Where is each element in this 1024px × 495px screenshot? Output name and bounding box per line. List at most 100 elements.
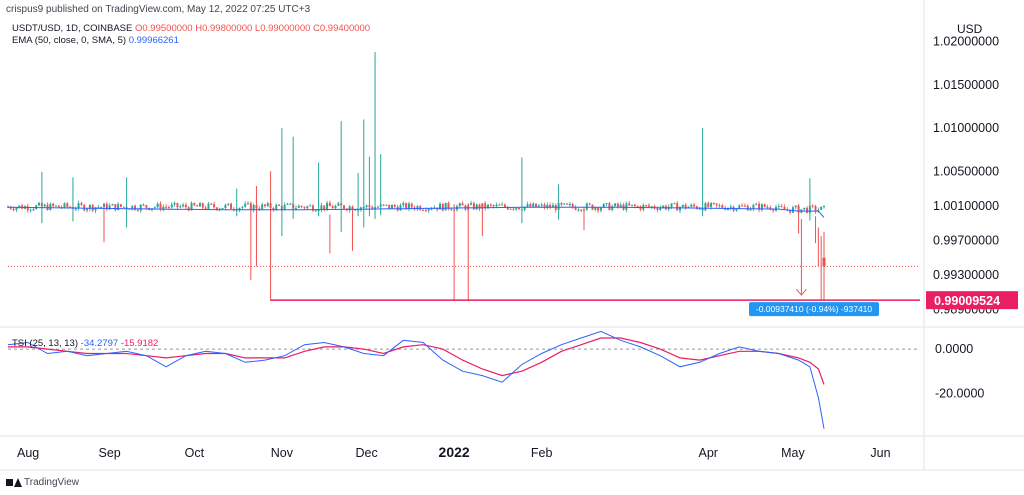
candle-body: [470, 203, 473, 205]
candle-body: [707, 203, 710, 207]
candle-body: [382, 204, 385, 206]
price-tick-label: 1.01500000: [933, 78, 999, 92]
candle-body: [823, 205, 825, 207]
candle-body: [693, 204, 696, 207]
candle-body: [645, 205, 648, 207]
price-tick-label: 0.99700000: [933, 233, 999, 247]
candle-body: [741, 205, 744, 207]
candle-body: [201, 203, 204, 208]
candle-body: [326, 202, 329, 210]
candle-body: [43, 204, 46, 207]
price-pane: -0.00937410 (-0.94%) -937410: [7, 51, 920, 317]
candle-body: [535, 203, 537, 207]
candle-body: [537, 205, 540, 207]
symbol-legend: USDT/USD, 1D, COINBASE O0.99500000 H0.99…: [12, 23, 370, 34]
candle-body: [94, 207, 97, 211]
candle-body: [616, 203, 619, 207]
candle-body: [66, 203, 69, 207]
candle-body: [416, 206, 419, 210]
candle-body: [224, 204, 227, 209]
ema-label: EMA (50, close, 0, SMA, 5): [12, 35, 127, 46]
candle-body: [159, 203, 162, 210]
candle-body: [410, 203, 413, 208]
candle-body: [543, 204, 546, 208]
candle-body: [32, 209, 35, 211]
candle-body: [633, 204, 636, 207]
candle-body: [495, 204, 498, 207]
candle-body: [128, 208, 131, 210]
candle-body: [275, 204, 278, 210]
candle-body: [193, 202, 196, 206]
currency-label[interactable]: USD: [955, 22, 985, 36]
candle-body: [204, 207, 207, 209]
candle-body: [458, 203, 461, 207]
candle-body: [529, 204, 532, 207]
candle-body: [712, 202, 715, 204]
candle-body: [263, 204, 266, 207]
candle-body: [752, 204, 755, 209]
candle-body: [136, 209, 139, 211]
candle-body: [489, 204, 492, 206]
candle-body: [365, 205, 368, 208]
tsi-signal-value: -15.9182: [120, 338, 159, 349]
candle-body: [297, 205, 300, 208]
candle-body: [314, 210, 317, 212]
candle-body: [337, 203, 340, 206]
candle-body: [190, 202, 193, 211]
candle-body: [252, 205, 255, 210]
candle-body: [26, 206, 29, 211]
candle-body: [272, 208, 275, 210]
candle-body: [631, 204, 633, 206]
candle-body: [461, 203, 464, 206]
candle-body: [628, 203, 631, 206]
candle-body: [407, 203, 410, 209]
candle-body: [286, 203, 289, 205]
candle-body: [371, 207, 374, 209]
candle-body: [549, 204, 552, 208]
candle-body: [422, 209, 425, 211]
candle-body: [343, 205, 345, 209]
time-tick-label: Aug: [17, 446, 39, 460]
candle-body: [777, 205, 780, 207]
candle-body: [139, 204, 142, 211]
candle-body: [77, 203, 80, 209]
candle-body: [289, 203, 292, 205]
candle-body: [295, 207, 297, 209]
time-tick-label: Jun: [870, 446, 890, 460]
candle-body: [710, 202, 713, 207]
candle-body: [266, 203, 269, 207]
candle-body: [55, 205, 57, 207]
candle-body: [309, 205, 312, 207]
candle-body: [196, 205, 199, 207]
candle-body: [817, 209, 820, 212]
candle-body: [518, 207, 521, 210]
candle-body: [227, 203, 230, 205]
candle-body: [331, 206, 334, 209]
candle-body: [636, 206, 639, 208]
candle-body: [80, 203, 83, 205]
candle-body: [179, 206, 182, 208]
candle-body: [478, 204, 481, 209]
current-price-label-box: [926, 291, 1018, 310]
candle-body: [261, 204, 264, 210]
candle-body: [170, 204, 173, 208]
candle-body: [546, 204, 549, 208]
candle-body: [580, 209, 583, 211]
candle-body: [57, 205, 60, 208]
candle-body: [238, 207, 241, 211]
time-tick-label: Sep: [99, 446, 121, 460]
candle-body: [244, 203, 247, 207]
candle-body: [647, 205, 650, 207]
candle-body: [334, 205, 337, 209]
time-tick-label: Nov: [271, 446, 294, 460]
candle-body: [814, 206, 817, 212]
candle-body: [402, 203, 405, 206]
candle-body: [108, 205, 111, 210]
current-price-label: 0.99009524: [934, 294, 1000, 308]
candle-body: [715, 203, 718, 206]
candle-body: [475, 204, 478, 210]
candle-body: [560, 202, 563, 205]
tsi-line: [7, 330, 825, 429]
candle-body: [210, 203, 213, 205]
